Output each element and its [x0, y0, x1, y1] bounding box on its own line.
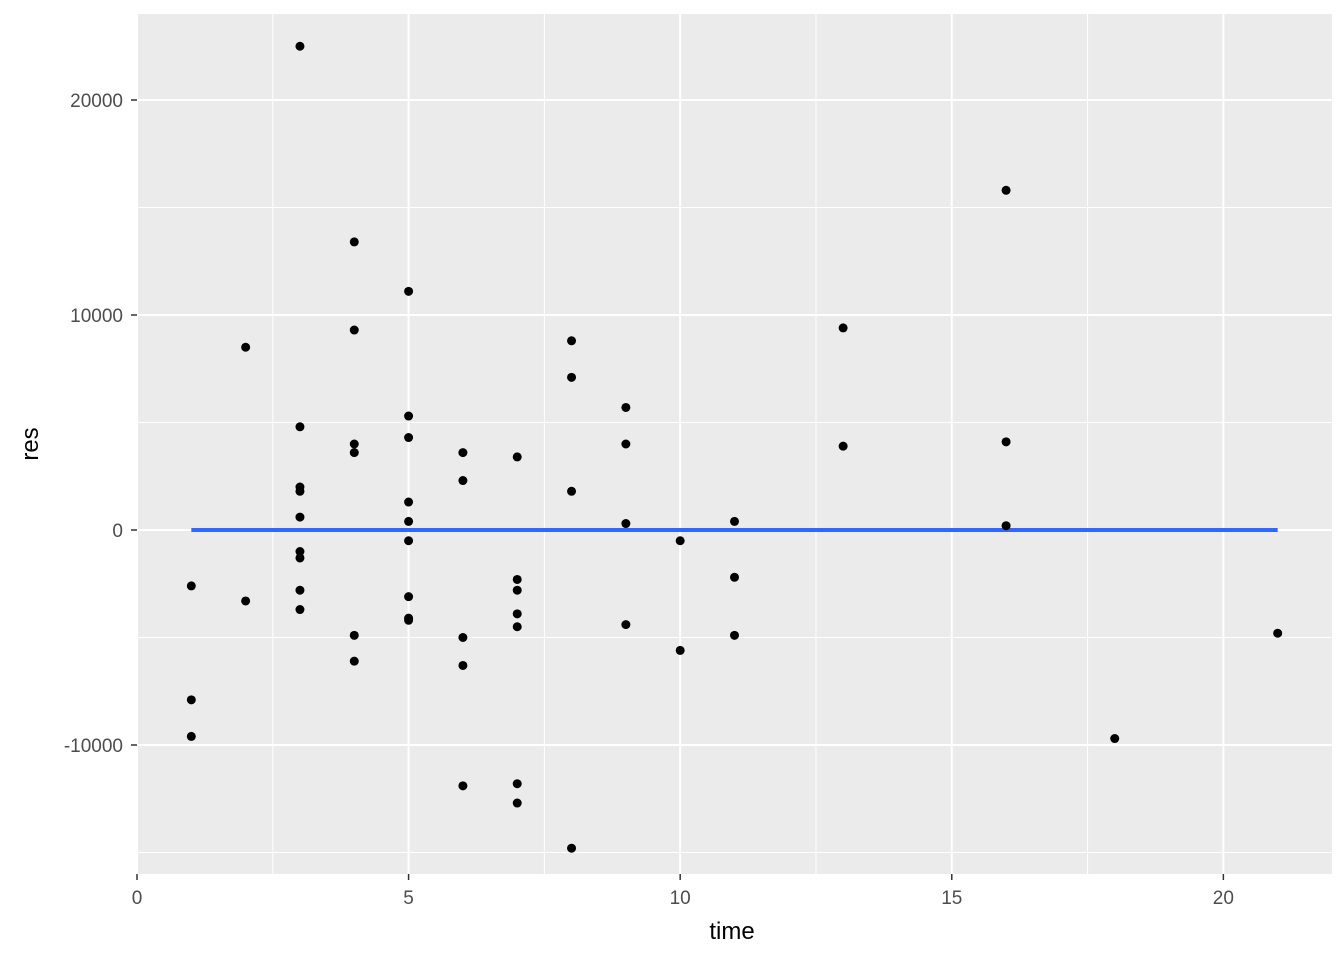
- data-point: [567, 843, 577, 853]
- x-axis-title: time: [709, 918, 754, 945]
- data-point: [295, 486, 305, 496]
- data-point: [186, 731, 196, 741]
- x-tick-label: 5: [403, 888, 414, 909]
- data-point: [621, 620, 631, 630]
- data-point: [1001, 521, 1011, 531]
- data-point: [349, 656, 359, 666]
- data-point: [295, 585, 305, 595]
- data-point: [730, 572, 739, 582]
- data-point: [1001, 437, 1011, 447]
- data-point: [730, 630, 739, 640]
- data-point: [349, 448, 359, 458]
- panel-background: [137, 14, 1332, 874]
- data-point: [295, 512, 305, 522]
- x-tick-label: 10: [670, 888, 691, 909]
- data-point: [512, 452, 522, 462]
- data-point: [404, 433, 414, 443]
- data-point: [458, 781, 468, 791]
- data-point: [404, 497, 414, 507]
- x-axis-ticks: 0 5 10 15 20: [132, 874, 1234, 909]
- y-tick-label: 0: [112, 521, 123, 542]
- data-point: [567, 372, 577, 382]
- data-point: [567, 336, 577, 346]
- data-point: [838, 441, 848, 451]
- data-point: [675, 645, 685, 655]
- x-tick-label: 20: [1213, 888, 1234, 909]
- data-point: [512, 779, 522, 789]
- data-point: [404, 411, 414, 421]
- data-point: [349, 630, 359, 640]
- y-tick-label: -10000: [64, 736, 123, 757]
- data-point: [241, 342, 251, 352]
- data-point: [621, 439, 631, 449]
- data-point: [404, 286, 414, 296]
- y-axis-ticks: -10000 0 10000 20000: [64, 91, 137, 757]
- y-axis-title: res: [17, 427, 44, 460]
- data-point: [295, 605, 305, 615]
- data-point: [295, 41, 305, 51]
- data-point: [295, 553, 305, 563]
- data-point: [458, 633, 468, 642]
- x-tick-label: 0: [132, 888, 143, 909]
- data-point: [512, 609, 522, 619]
- data-point: [241, 596, 251, 606]
- data-point: [512, 798, 522, 808]
- data-points: [186, 41, 1283, 853]
- data-point: [404, 615, 414, 625]
- data-point: [186, 695, 196, 705]
- data-point: [512, 585, 522, 595]
- data-point: [295, 422, 305, 432]
- data-point: [512, 574, 522, 584]
- data-point: [730, 516, 739, 526]
- data-point: [404, 592, 414, 602]
- data-point: [349, 237, 359, 247]
- data-point: [404, 536, 414, 546]
- data-point: [458, 476, 468, 486]
- data-point: [1110, 734, 1120, 744]
- data-point: [512, 622, 522, 632]
- data-point: [458, 448, 468, 458]
- data-point: [404, 516, 414, 526]
- data-point: [349, 325, 359, 335]
- data-point: [1001, 185, 1011, 195]
- data-point: [349, 439, 359, 449]
- x-tick-label: 15: [941, 888, 962, 909]
- data-point: [675, 536, 685, 546]
- data-point: [186, 581, 196, 591]
- data-point: [1273, 628, 1283, 638]
- y-tick-label: 20000: [70, 91, 123, 112]
- data-point: [295, 547, 305, 556]
- data-point: [567, 486, 577, 496]
- data-point: [621, 402, 631, 412]
- data-point: [458, 660, 468, 670]
- data-point: [838, 323, 848, 333]
- data-point: [621, 519, 631, 529]
- y-tick-label: 10000: [70, 306, 123, 327]
